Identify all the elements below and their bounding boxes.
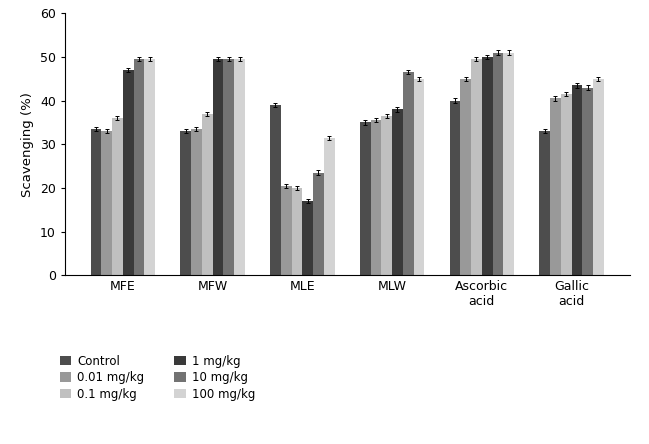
Bar (101, 131, 112, 275)
Bar (360, 123, 371, 275)
Bar (550, 99, 561, 275)
Y-axis label: Scavenging (%): Scavenging (%) (21, 92, 34, 197)
Bar (180, 131, 191, 275)
Bar (134, 59, 145, 275)
Bar (403, 72, 413, 275)
Bar (123, 70, 134, 275)
Bar (223, 59, 234, 275)
Bar (302, 201, 313, 275)
Bar (213, 59, 223, 275)
Bar (145, 59, 155, 275)
Bar (413, 79, 424, 275)
Bar (91, 129, 101, 275)
Bar (482, 57, 493, 275)
Bar (572, 85, 582, 275)
Bar (493, 53, 504, 275)
Bar (112, 118, 123, 275)
Bar (202, 114, 213, 275)
Bar (313, 173, 324, 275)
Bar (471, 59, 482, 275)
Bar (539, 131, 550, 275)
Bar (504, 53, 514, 275)
Legend: Control, 0.01 mg/kg, 0.1 mg/kg, 1 mg/kg, 10 mg/kg, 100 mg/kg: Control, 0.01 mg/kg, 0.1 mg/kg, 1 mg/kg,… (60, 354, 255, 400)
Bar (234, 59, 245, 275)
Bar (392, 109, 403, 275)
Bar (593, 79, 604, 275)
Bar (460, 79, 471, 275)
Bar (324, 138, 335, 275)
Bar (582, 87, 593, 275)
Bar (191, 129, 202, 275)
Bar (450, 101, 460, 275)
Bar (291, 188, 302, 275)
Bar (281, 186, 291, 275)
Bar (371, 120, 382, 275)
Bar (270, 105, 281, 275)
Bar (561, 94, 572, 275)
Bar (382, 116, 392, 275)
